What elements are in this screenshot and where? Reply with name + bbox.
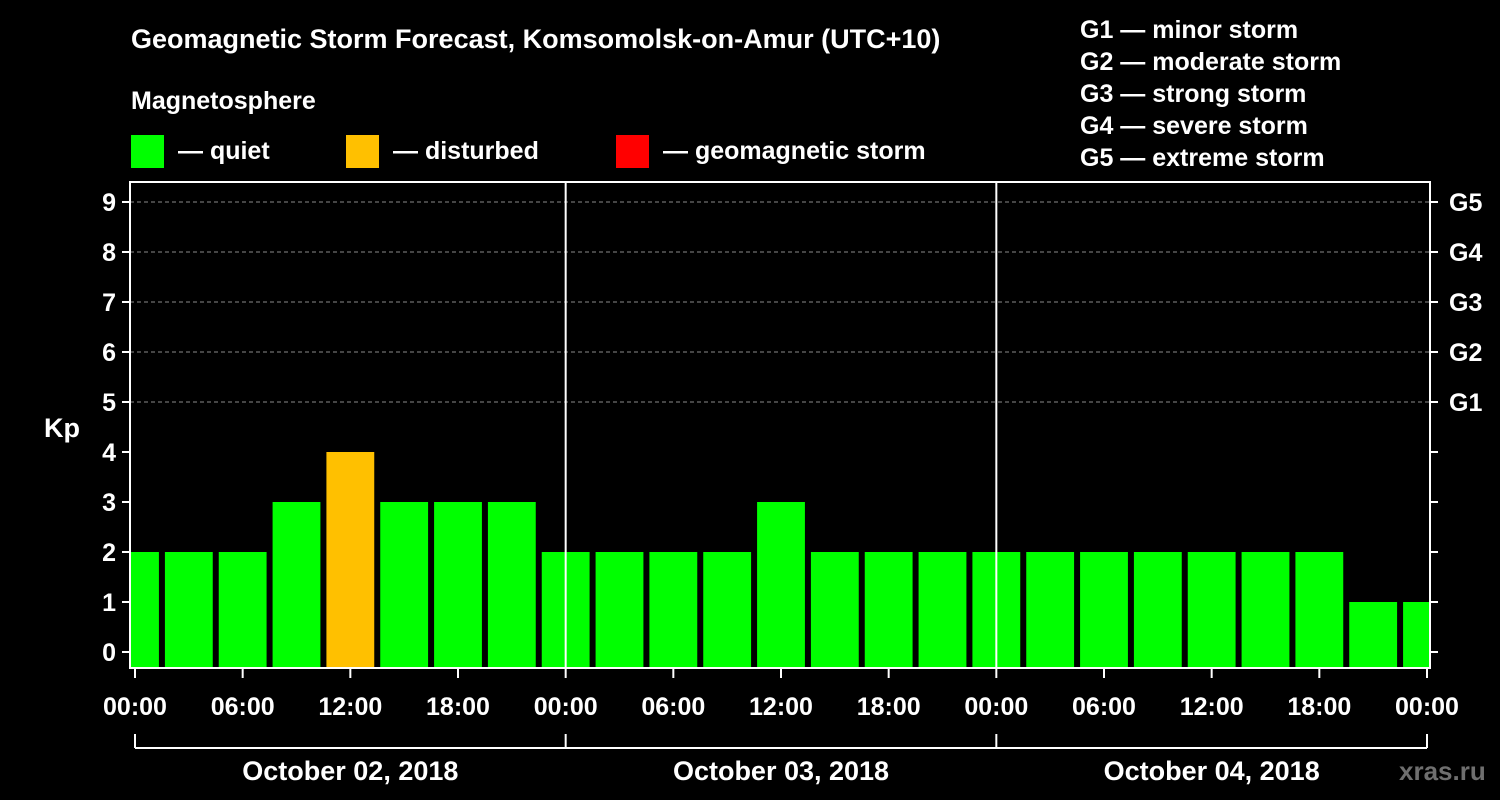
y-tick-label-6: 6 (102, 339, 116, 367)
x-tick-label-0: 00:00 (103, 693, 167, 721)
y-tick-label-5: 5 (102, 389, 116, 417)
x-tick-label-7: 18:00 (857, 693, 921, 721)
x-tick-label-9: 06:00 (1072, 693, 1136, 721)
bar-20 (1187, 552, 1236, 668)
day-label-1: October 02, 2018 (242, 756, 458, 786)
y-tick-label-0: 0 (102, 639, 116, 667)
bar-11 (703, 552, 752, 668)
legend-item-storm: — geomagnetic storm (616, 134, 926, 168)
storm-scale-g3: G3 — strong storm (1080, 80, 1307, 108)
x-tick-label-8: 00:00 (964, 693, 1028, 721)
legend-item-quiet: — quiet (131, 134, 270, 168)
bar-4 (326, 452, 375, 668)
x-tick-label-5: 06:00 (641, 693, 705, 721)
legend-label-storm: — geomagnetic storm (663, 136, 926, 165)
legend-heading: Magnetosphere (131, 87, 316, 115)
bar-18 (1080, 552, 1128, 668)
watermark: xras.ru (1399, 756, 1486, 786)
y-tick-label-8: 8 (102, 239, 116, 267)
bar-group (131, 452, 1429, 668)
y-tick-label-2: 2 (102, 539, 116, 567)
bar-19 (1133, 552, 1182, 668)
bar-24 (1403, 602, 1429, 668)
y-tick-label-7: 7 (102, 289, 116, 317)
x-tick-label-1: 06:00 (211, 693, 275, 721)
storm-scale-g2: G2 — moderate storm (1080, 48, 1342, 76)
right-tick-label-g3: G3 (1449, 289, 1482, 317)
x-tick-label-10: 12:00 (1180, 693, 1244, 721)
legend-item-disturbed: — disturbed (346, 134, 539, 168)
bar-3 (272, 502, 321, 668)
bar-17 (1026, 552, 1075, 668)
legend-swatch-disturbed (346, 134, 379, 168)
bar-15 (918, 552, 967, 668)
y-tick-label-4: 4 (102, 439, 116, 467)
bar-21 (1241, 552, 1290, 668)
legend-swatch-quiet (131, 134, 164, 168)
storm-scale-g1: G1 — minor storm (1080, 16, 1299, 44)
right-tick-label-g2: G2 (1449, 339, 1482, 367)
bar-7 (487, 502, 536, 668)
bar-22 (1295, 552, 1344, 668)
storm-scale-list: G1 — minor storm G2 — moderate storm G3 … (1080, 14, 1341, 174)
right-tick-label-g4: G4 (1449, 239, 1482, 267)
bar-9 (595, 552, 644, 668)
chart-title: Geomagnetic Storm Forecast, Komsomolsk-o… (131, 24, 941, 54)
x-tick-label-11: 18:00 (1287, 693, 1351, 721)
bar-23 (1349, 602, 1398, 668)
legend-label-quiet: — quiet (178, 136, 270, 165)
right-tick-label-g1: G1 (1449, 389, 1482, 417)
bar-0 (131, 552, 159, 668)
x-tick-label-3: 18:00 (426, 693, 490, 721)
axes: 0 1 2 3 4 5 6 7 8 9 G1 G2 G3 G4 G5 00:00 06:00 12:00 18:00… (102, 189, 1482, 786)
storm-scale-g5: G5 — extreme storm (1080, 144, 1325, 172)
day-label-2: October 03, 2018 (673, 756, 889, 786)
bar-5 (380, 502, 429, 668)
bar-2 (218, 552, 267, 668)
bar-10 (649, 552, 698, 668)
gridlines (130, 201, 1430, 403)
bar-6 (434, 502, 482, 668)
x-tick-label-6: 12:00 (749, 693, 813, 721)
bar-14 (864, 552, 913, 668)
legend-swatch-storm (616, 134, 649, 168)
x-tick-label-2: 12:00 (318, 693, 382, 721)
y-tick-label-1: 1 (102, 589, 116, 617)
x-tick-label-12: 00:00 (1395, 693, 1459, 721)
bar-13 (810, 552, 859, 668)
bars (131, 452, 1429, 668)
bar-1 (164, 552, 213, 668)
x-tick-label-4: 00:00 (534, 693, 598, 721)
y-axis-label: Kp (44, 413, 80, 443)
legend-label-disturbed: — disturbed (393, 136, 539, 165)
bar-12 (757, 502, 805, 668)
y-tick-label-3: 3 (102, 489, 116, 517)
storm-scale-g4: G4 — severe storm (1080, 112, 1308, 140)
day-label-3: October 04, 2018 (1104, 756, 1320, 786)
y-tick-label-9: 9 (102, 189, 116, 217)
right-tick-label-g5: G5 (1449, 189, 1482, 217)
